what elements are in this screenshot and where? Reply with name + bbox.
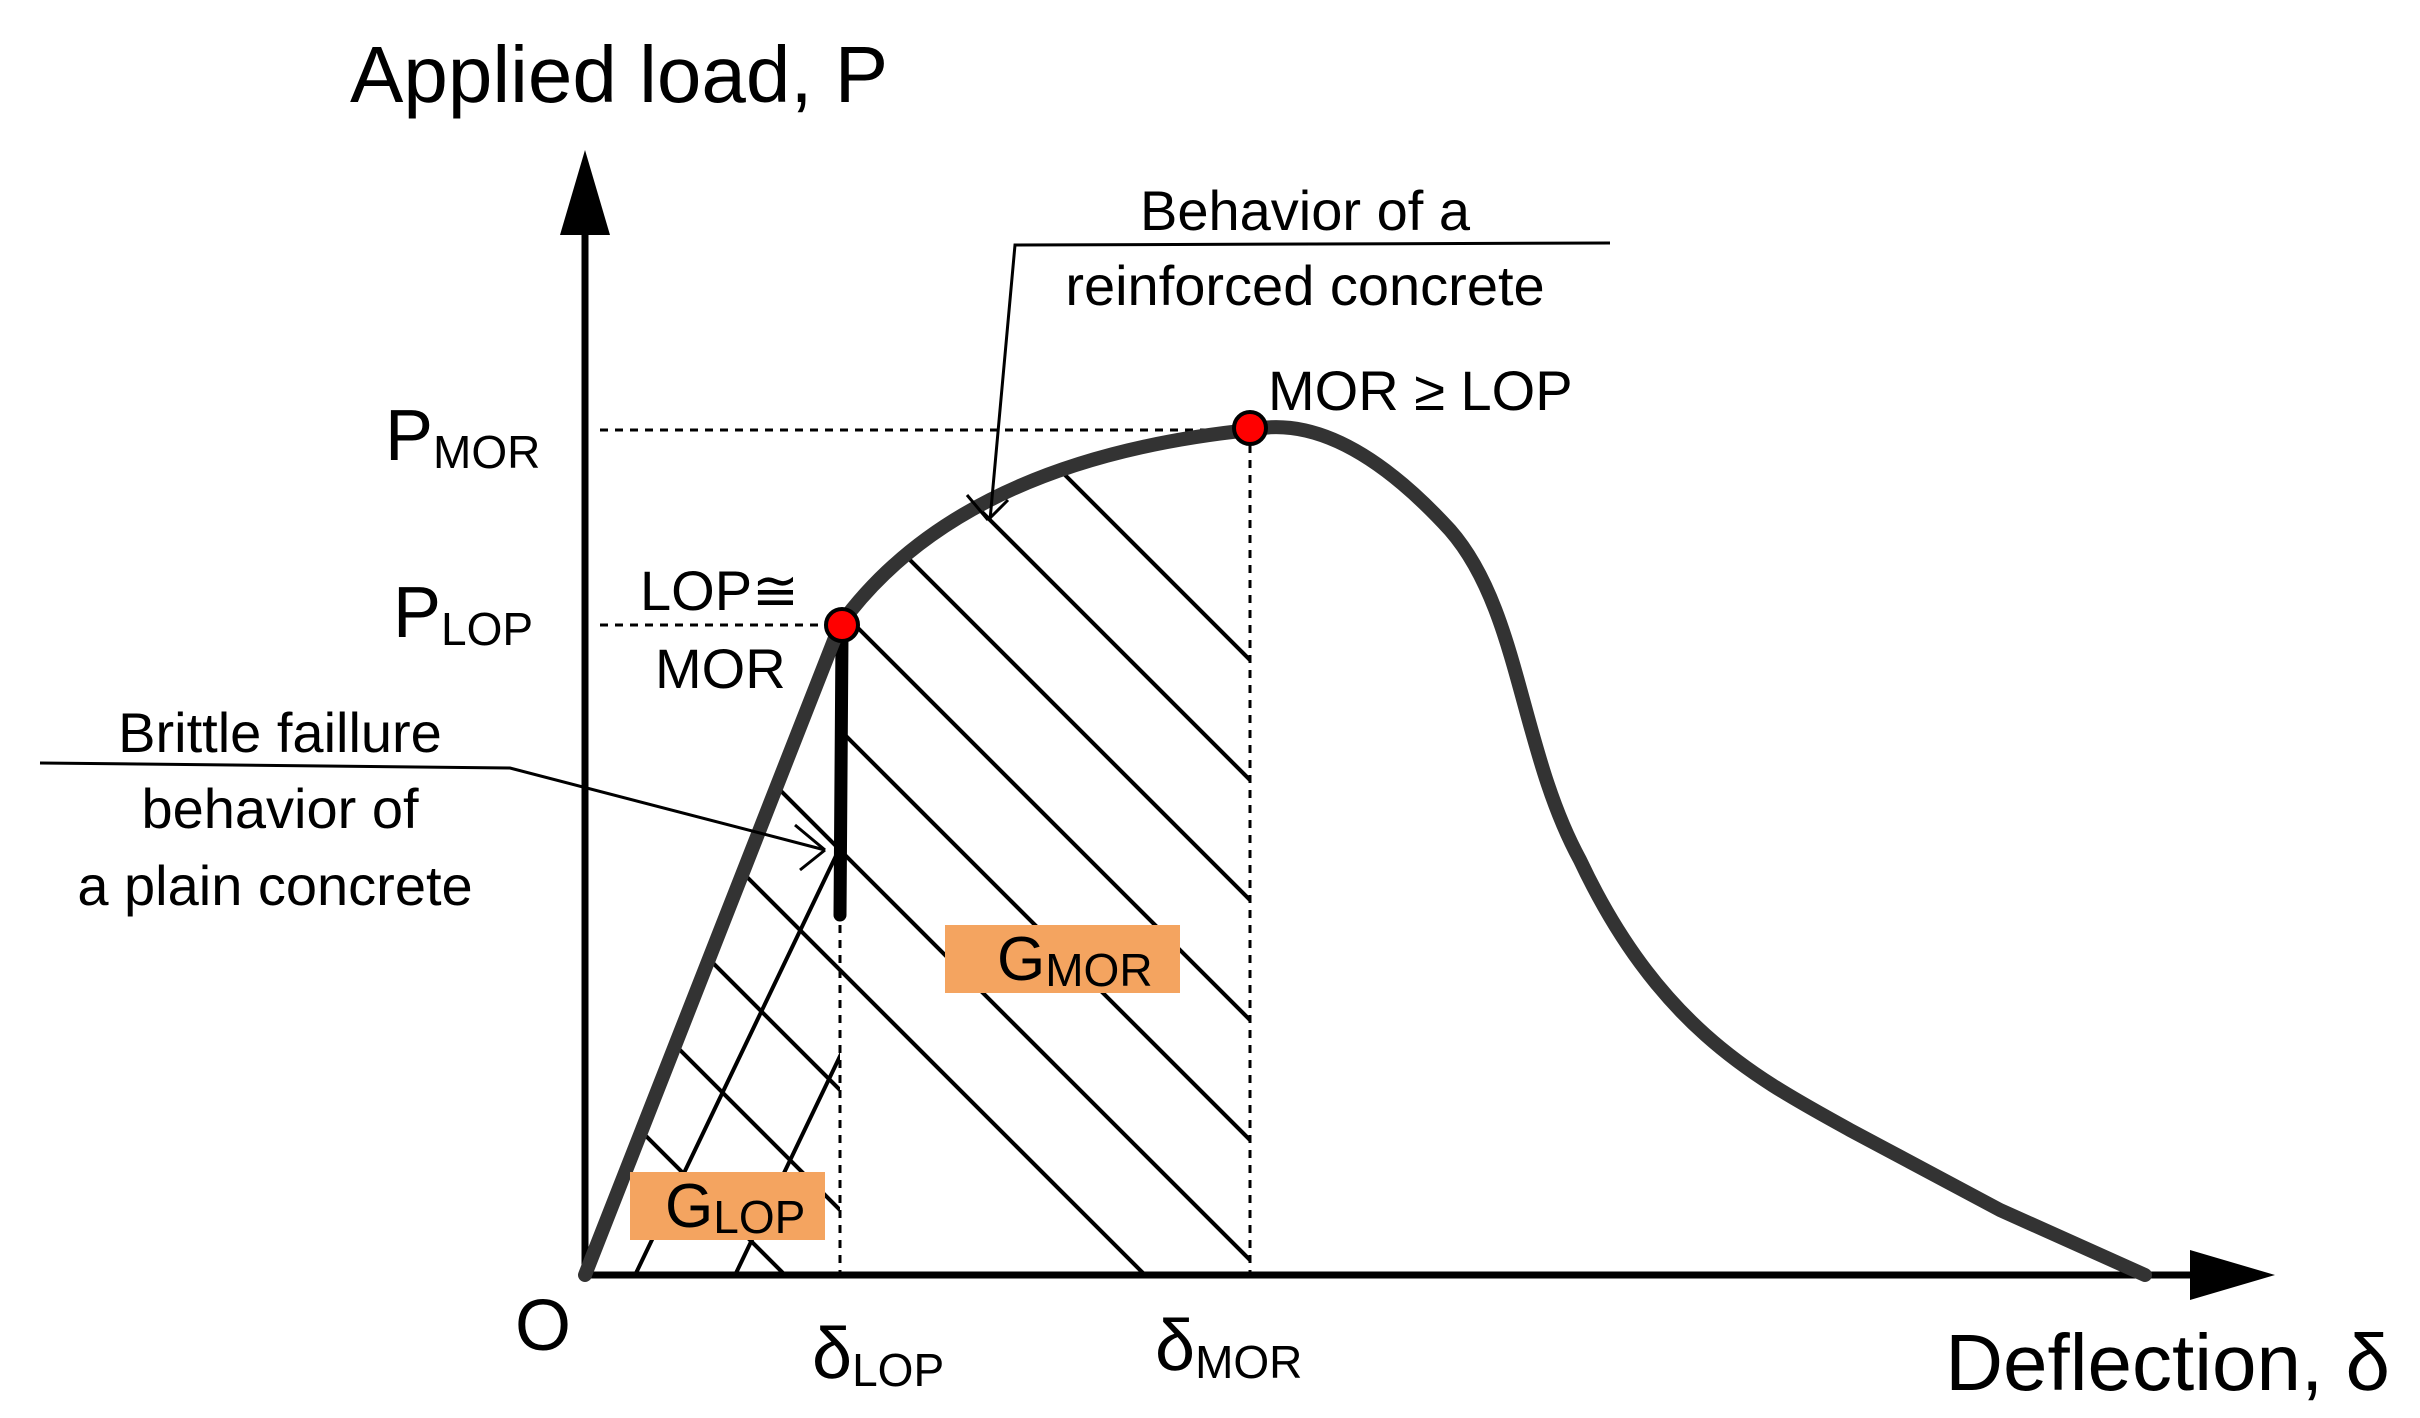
p-mor-label: PMOR (385, 396, 540, 478)
reinforced-concrete-curve (578, 420, 2152, 1282)
d-mor-label: δMOR (1155, 1306, 1302, 1388)
reinforced-callout-leader (988, 241, 1611, 521)
g-mor-label: GMOR (997, 925, 1153, 996)
origin-label: O (515, 1286, 571, 1366)
g-lop-box (630, 1172, 825, 1240)
plain-callout-leader (39, 761, 826, 852)
plain-callout-line3: a plain concrete (77, 854, 472, 917)
plain-concrete-drop (833, 628, 849, 922)
p-lop-label: PLOP (393, 573, 533, 655)
reinforced-callout-line2: reinforced concrete (1065, 254, 1544, 317)
x-axis-arrowhead (2190, 1250, 2275, 1300)
reinforced-callout-arrow (965, 494, 1010, 522)
lop-point-label-line2: MOR (655, 637, 786, 700)
lop-point (824, 607, 860, 643)
x-axis-title: Deflection, δ (1945, 1318, 2390, 1407)
d-lop-label: δLOP (812, 1314, 944, 1396)
plain-callout-line2: behavior of (141, 777, 419, 840)
mor-point (1232, 410, 1268, 446)
mor-point-label: MOR ≥ LOP (1268, 359, 1573, 422)
y-axis-arrowhead (560, 150, 610, 235)
plain-callout-line1: Brittle faillure (118, 701, 442, 764)
y-axis-title: Applied load, P (350, 30, 888, 119)
plain-callout-arrow (794, 823, 826, 872)
lop-point-label-line1: LOP≅ (640, 559, 799, 622)
reinforced-callout-line1: Behavior of a (1140, 179, 1471, 242)
g-lop-label: GLOP (665, 1172, 805, 1243)
g-mor-box (945, 925, 1180, 993)
